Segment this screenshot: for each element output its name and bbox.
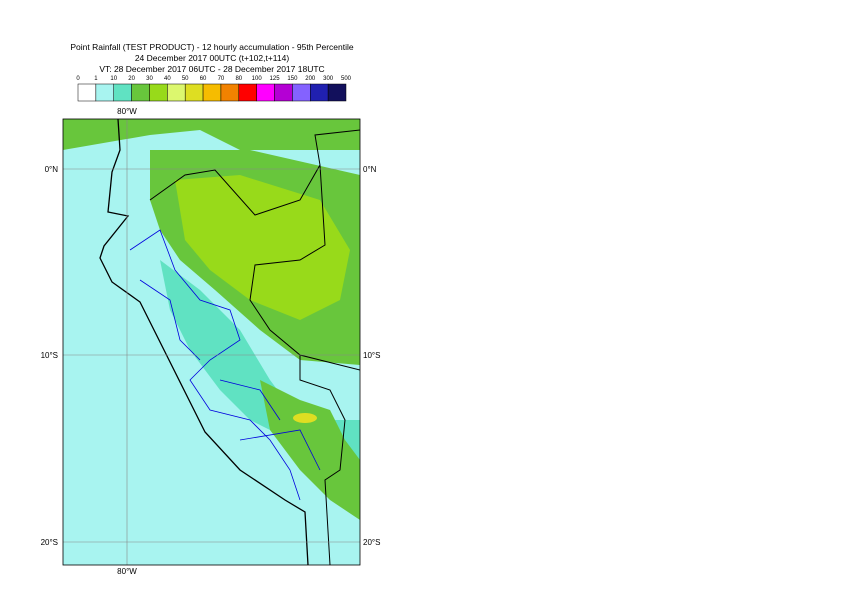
legend-swatch	[256, 83, 275, 102]
legend-swatch	[238, 83, 257, 102]
legend-label: 20	[128, 76, 135, 82]
legend-swatch	[113, 83, 132, 102]
legend-swatch	[327, 83, 347, 102]
legend-swatch	[274, 83, 293, 102]
legend-label: 125	[270, 76, 281, 82]
legend-label: 200	[305, 76, 316, 82]
legend-label: 10	[110, 76, 117, 82]
lat-label: 0°N	[363, 165, 377, 174]
subtitle: VT: 28 December 2017 06UTC - 28 December…	[99, 64, 324, 74]
legend-swatch	[202, 83, 222, 102]
lat-label: 10°S	[41, 351, 58, 360]
legend-label: 0	[76, 76, 80, 82]
map-frame	[62, 118, 361, 566]
coastline	[99, 119, 309, 565]
rain-area	[63, 119, 360, 150]
legend-swatch	[167, 83, 186, 102]
graticule	[63, 119, 360, 565]
legend-label: 30	[146, 76, 153, 82]
legend-swatch	[292, 83, 311, 102]
legend-swatch	[184, 83, 204, 102]
legend-label: 150	[287, 76, 298, 82]
lat-label: 20°S	[363, 538, 380, 547]
legend-label: 100	[252, 76, 263, 82]
legend-label: 300	[323, 76, 334, 82]
lat-label: 10°S	[363, 351, 380, 360]
legend-label: 1	[94, 76, 98, 82]
map	[63, 119, 360, 565]
legend-swatch	[95, 83, 114, 102]
lon-label: 80°W	[117, 567, 137, 576]
legend-swatch	[310, 83, 329, 102]
legend-label: 500	[341, 76, 352, 82]
lat-label: 20°S	[41, 538, 58, 547]
subtitle: 24 December 2017 00UTC (t+102,t+114)	[135, 53, 290, 63]
legend-swatch	[77, 83, 97, 102]
rain-area	[293, 413, 317, 423]
legend-label: 70	[218, 76, 225, 82]
lat-label: 0°N	[45, 165, 59, 174]
title: Point Rainfall (TEST PRODUCT) - 12 hourl…	[70, 42, 354, 52]
legend-label: 40	[164, 76, 171, 82]
legend-label: 80	[235, 76, 242, 82]
legend-label: 50	[182, 76, 189, 82]
legend-swatch	[149, 83, 168, 102]
legend: 0 1 10 20 30 40 50 60 70 80 100 125 150 200 300 500	[76, 76, 352, 102]
legend-label: 60	[200, 76, 207, 82]
legend-swatch	[220, 83, 240, 102]
lon-label: 80°W	[117, 107, 137, 116]
rain-area	[175, 175, 350, 320]
legend-swatch	[131, 83, 150, 102]
region-border	[129, 229, 321, 501]
border	[149, 129, 360, 565]
